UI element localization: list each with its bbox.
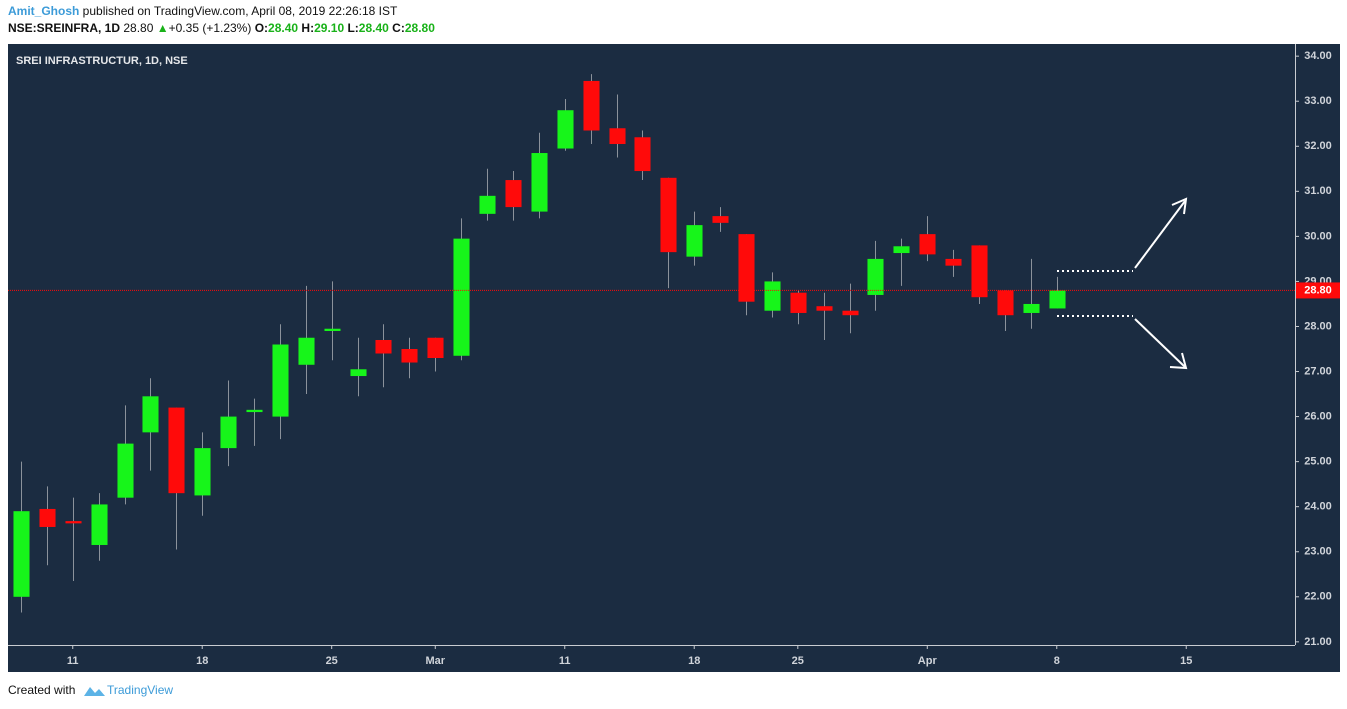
- chart-title: SREI INFRASTRUCTUR, 1D, NSE: [16, 55, 188, 67]
- x-tick-label: Apr: [918, 655, 938, 667]
- y-tick-label: 21.00: [1304, 636, 1332, 648]
- arrow-head: [1169, 352, 1188, 370]
- y-tick-label: 32.00: [1304, 140, 1332, 152]
- candle-body: [686, 225, 703, 257]
- y-tick-label: 28.00: [1304, 320, 1332, 332]
- candle-body: [246, 409, 263, 413]
- y-tick-label: 30.00: [1304, 230, 1332, 242]
- candle-body: [350, 369, 367, 377]
- h-label: H:: [301, 21, 314, 35]
- candle-body: [997, 290, 1014, 316]
- c: 28.80: [405, 21, 435, 35]
- chart-background: [8, 44, 1340, 672]
- y-tick-label: 31.00: [1304, 185, 1332, 197]
- x-tick-label: Mar: [425, 655, 445, 667]
- candle-body: [453, 238, 470, 356]
- candle-body: [557, 110, 574, 149]
- candle-body: [91, 504, 108, 545]
- candle-body: [375, 339, 392, 354]
- x-tick-label: 11: [67, 655, 79, 667]
- x-tick-label: 18: [688, 655, 700, 667]
- y-tick-label: 33.00: [1304, 95, 1332, 107]
- logo: [84, 687, 105, 696]
- symbol: NSE:SREINFRA, 1D: [8, 21, 120, 35]
- candle-body: [971, 245, 988, 298]
- candle-body: [919, 234, 936, 255]
- candle-body: [738, 234, 755, 302]
- candle-body: [324, 328, 341, 331]
- o: 28.40: [268, 21, 298, 35]
- y-tick-label: 26.00: [1304, 410, 1332, 422]
- publish-line: Amit_Ghosh published on TradingView.com,…: [8, 4, 398, 18]
- candle-body: [1023, 303, 1040, 313]
- candle-body: [583, 80, 600, 131]
- candle-body: [401, 349, 418, 363]
- candle-body: [660, 177, 677, 253]
- candle-body: [1049, 290, 1066, 309]
- change: +0.35 (+1.23%): [169, 21, 252, 35]
- candle-body: [634, 137, 651, 172]
- candle-body: [867, 258, 884, 295]
- author[interactable]: Amit_Ghosh: [8, 4, 79, 18]
- candle-body: [65, 521, 82, 524]
- candle-body: [712, 216, 729, 223]
- candle-body: [842, 310, 859, 316]
- candle-body: [117, 443, 134, 498]
- o-label: O:: [255, 21, 268, 35]
- candle-body: [427, 337, 444, 359]
- candle-body: [531, 153, 548, 212]
- arrow: ▲: [157, 21, 169, 35]
- x-tick-label: 15: [1180, 655, 1192, 667]
- h: 29.10: [314, 21, 344, 35]
- x-tick-label: 25: [792, 655, 804, 667]
- x-tick-label: 18: [196, 655, 208, 667]
- candle-body: [142, 396, 159, 433]
- quote-line: NSE:SREINFRA, 1D 28.80 ▲+0.35 (+1.23%) O…: [8, 21, 435, 35]
- y-tick-label: 34.00: [1304, 50, 1332, 62]
- candle-body: [790, 292, 807, 313]
- candle-body: [168, 407, 185, 494]
- y-tick-label: 22.00: [1304, 591, 1332, 603]
- candle-body: [194, 448, 211, 496]
- y-tick-label: 24.00: [1304, 501, 1332, 513]
- candle-body: [609, 128, 626, 145]
- candle-body: [945, 258, 962, 266]
- candle-body: [479, 195, 496, 214]
- drawing: [1057, 197, 1188, 370]
- arrow-up: [1134, 200, 1186, 269]
- arrow-head: [1171, 197, 1188, 215]
- candle-body: [220, 416, 237, 449]
- candle-body: [893, 246, 910, 254]
- l: 28.40: [359, 21, 389, 35]
- brand[interactable]: TradingView: [107, 683, 173, 697]
- candle-body: [816, 306, 833, 311]
- candle-body: [298, 337, 315, 365]
- plot: 21.00 22.00 23.00 24.00 25.00 26.00 27.00 28.00…: [8, 50, 1340, 667]
- candle-body: [505, 180, 522, 208]
- candle-body: [272, 344, 289, 417]
- y-tick-label: 25.00: [1304, 456, 1332, 468]
- candle-body: [39, 508, 56, 527]
- l-label: L:: [347, 21, 358, 35]
- last: 28.80: [123, 21, 153, 35]
- x-tick-label: 25: [326, 655, 338, 667]
- price-label: 28.80: [1304, 284, 1332, 296]
- candle-body: [764, 281, 781, 311]
- y-tick-label: 23.00: [1304, 546, 1332, 558]
- y-tick-label: 27.00: [1304, 365, 1332, 377]
- x-tick-label: 8: [1054, 655, 1060, 667]
- arrow-down: [1134, 318, 1186, 368]
- c-label: C:: [392, 21, 405, 35]
- candle-body: [13, 511, 30, 597]
- price-label-box: [1296, 282, 1340, 299]
- published: published on TradingView.com, April 08, …: [79, 4, 398, 18]
- created-with: Created with: [8, 683, 75, 697]
- x-tick-label: 11: [559, 655, 571, 667]
